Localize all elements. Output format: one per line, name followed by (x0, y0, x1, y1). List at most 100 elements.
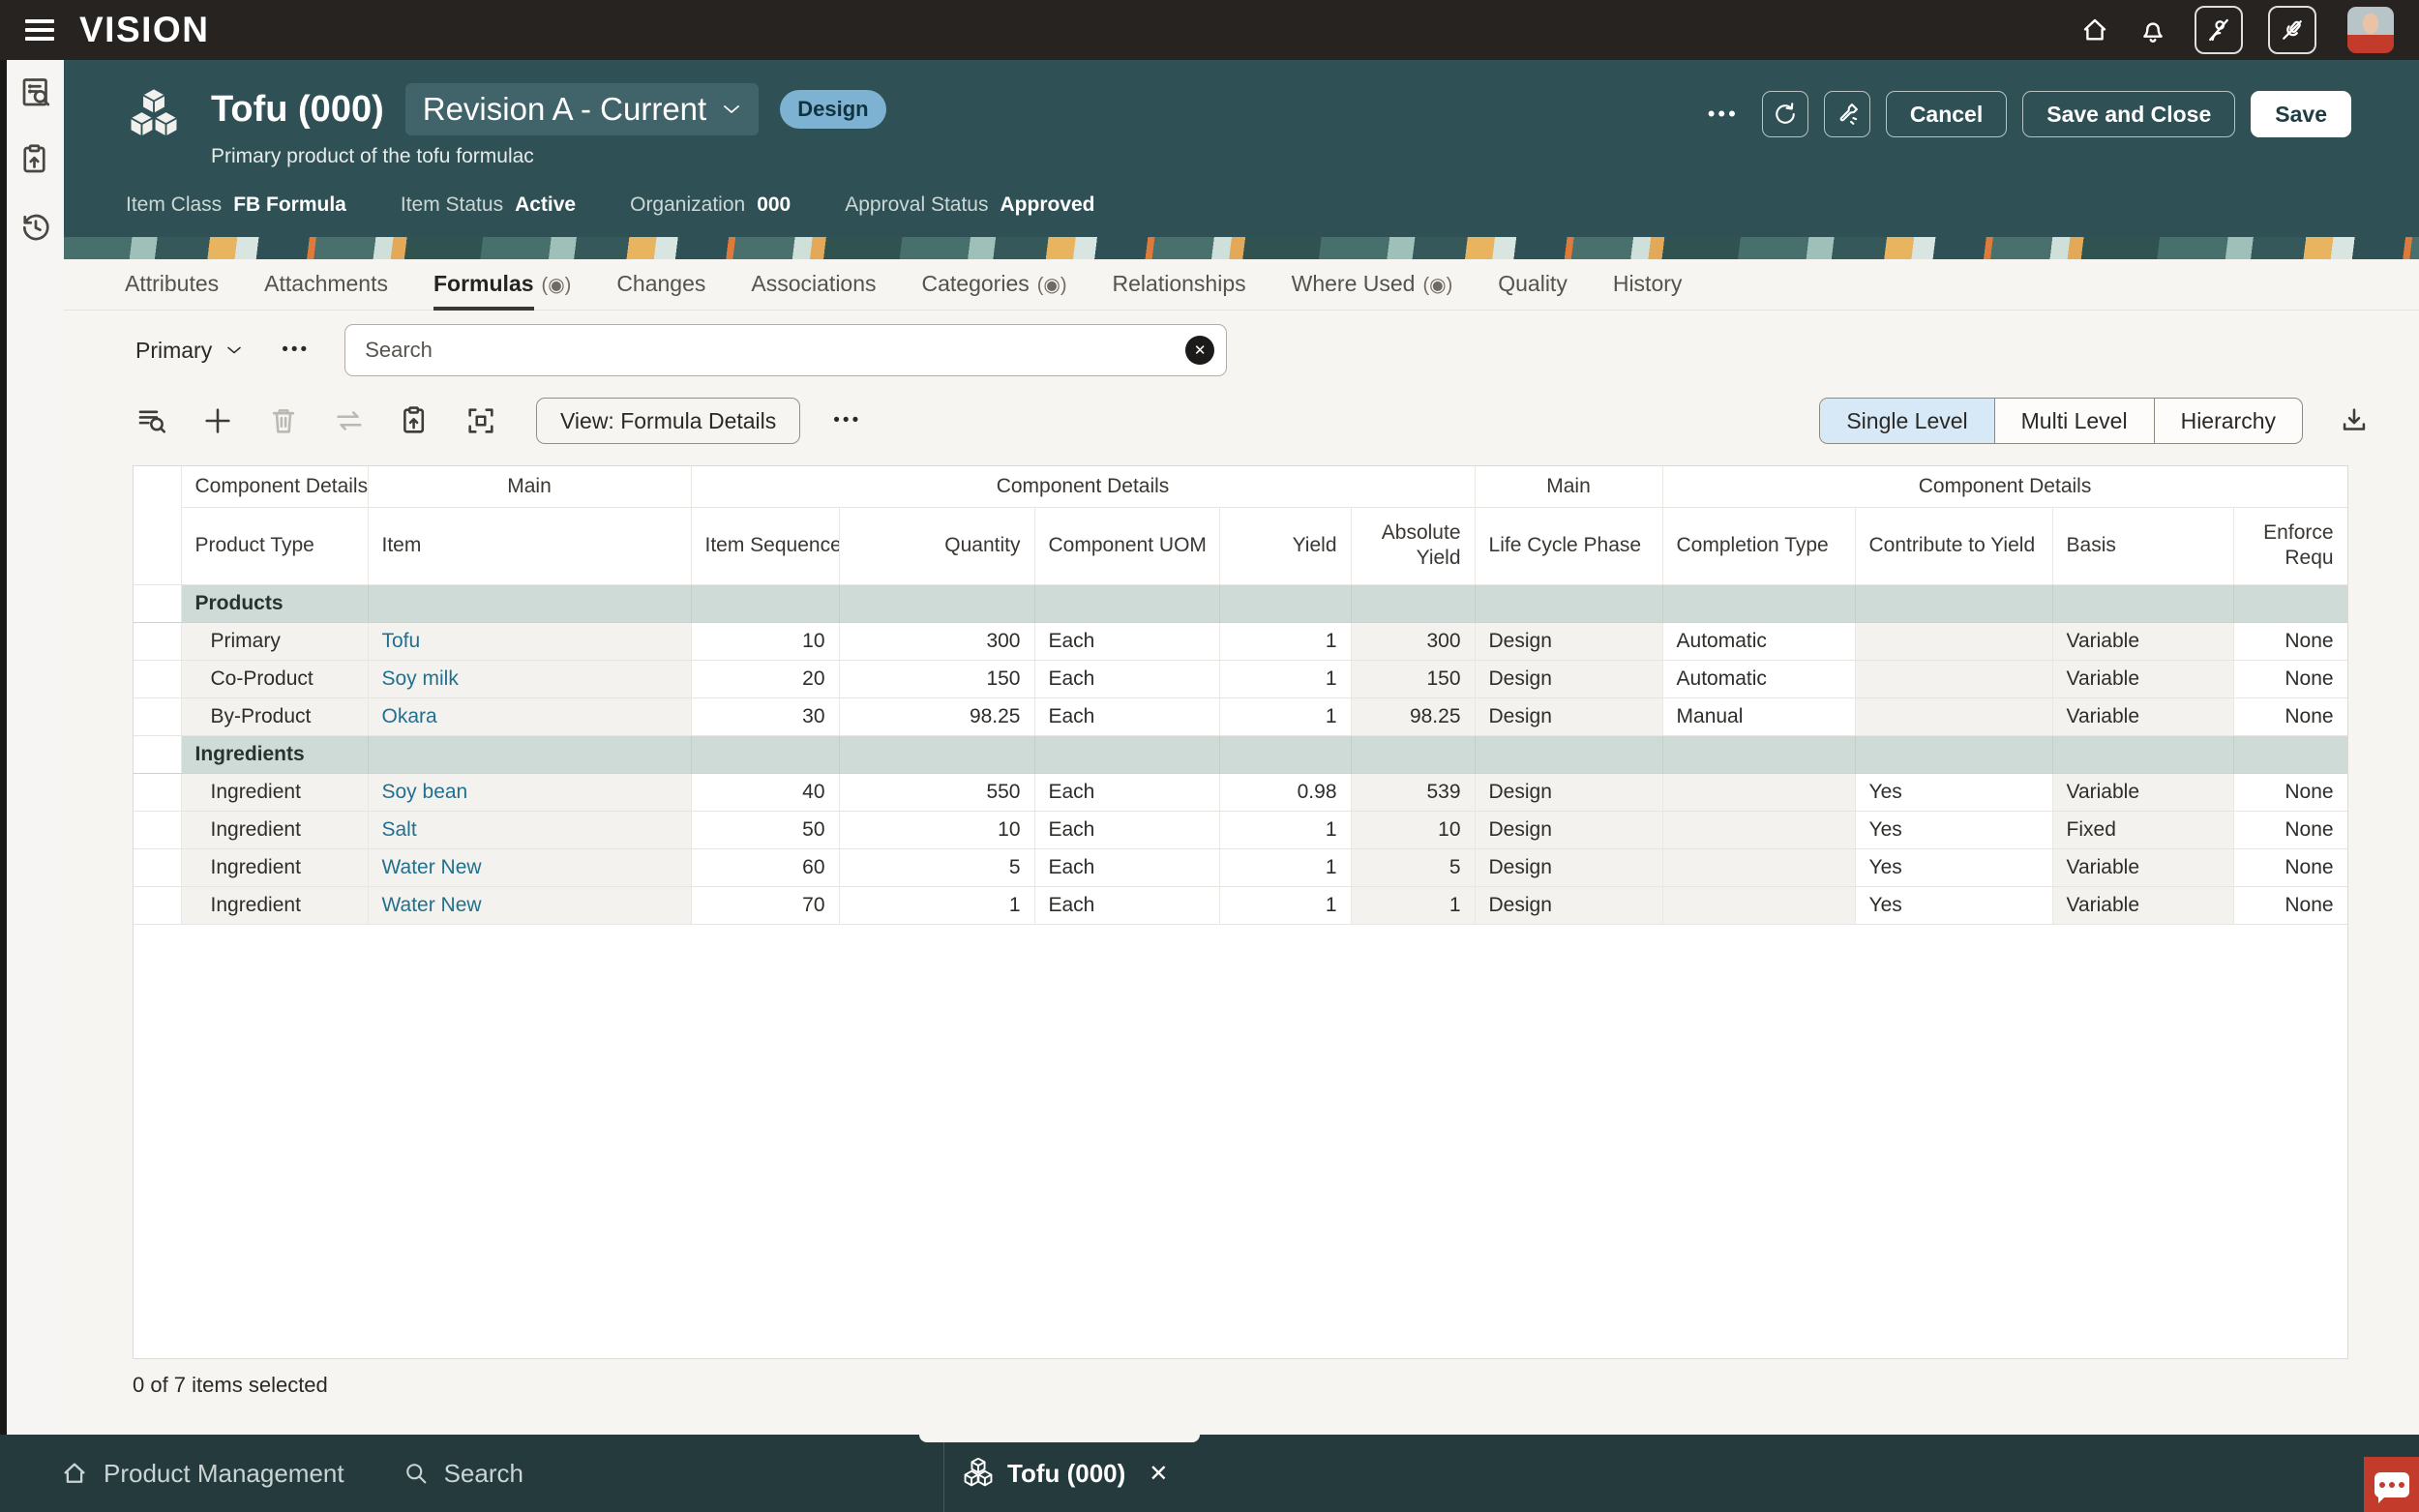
user-avatar[interactable] (2347, 7, 2394, 53)
person-slash-icon[interactable] (2195, 6, 2243, 54)
item-link[interactable]: Salt (381, 817, 417, 841)
download-icon[interactable] (2338, 404, 2371, 437)
group-row-cell (1034, 584, 1220, 623)
tab-count-icon: (◉) (1036, 275, 1067, 296)
notifications-bell-icon[interactable] (2136, 14, 2169, 46)
chevron-down-icon (724, 105, 740, 113)
group-row-cell (1475, 584, 1663, 623)
column-header-completion[interactable]: Completion Type (1662, 507, 1856, 585)
tab-attributes[interactable]: Attributes (125, 271, 220, 296)
formula-selector-dropdown[interactable]: Primary (135, 338, 243, 364)
tab-where-used[interactable]: Where Used (◉) (1291, 271, 1453, 296)
tab-attachments[interactable]: Attachments (264, 271, 388, 296)
item-link[interactable]: Tofu (381, 629, 421, 652)
column-header-product_type[interactable]: Product Type (181, 507, 369, 585)
menu-icon[interactable] (25, 19, 54, 41)
item-link[interactable]: Water New (381, 855, 482, 878)
row-selector-cell[interactable] (134, 773, 182, 812)
column-header-quantity[interactable]: Quantity (839, 507, 1035, 585)
close-tab-icon[interactable]: ✕ (1149, 1460, 1169, 1487)
item-link[interactable]: Soy bean (381, 780, 468, 803)
history-icon[interactable] (18, 209, 53, 249)
group-row-label: Ingredients (181, 735, 369, 774)
table-row: Ingredient Water New 70 1 Each 1 1 Design Yes Var… (134, 886, 2347, 925)
row-selector-cell[interactable] (134, 886, 182, 925)
flashlight-button[interactable] (1823, 91, 1870, 137)
segment-single-level[interactable]: Single Level (1820, 399, 1995, 443)
segment-hierarchy[interactable]: Hierarchy (2180, 407, 2276, 433)
cell-contribute (1855, 660, 2053, 698)
item-link[interactable]: Water New (381, 893, 482, 916)
save-and-close-button[interactable]: Save and Close (2022, 91, 2236, 137)
cell-product_type: Ingredient (181, 886, 369, 925)
column-group-header: Main (368, 466, 692, 508)
group-row-cell (1475, 735, 1663, 774)
row-selector-cell[interactable] (134, 697, 182, 736)
row-selector-cell[interactable] (134, 848, 182, 887)
expand-fullscreen-icon[interactable] (464, 404, 497, 437)
tab-relationships[interactable]: Relationships (1112, 271, 1246, 296)
taskbar-product-management[interactable]: Product Management (60, 1459, 344, 1489)
item-link[interactable]: Soy milk (381, 667, 459, 690)
select-all-cell[interactable] (134, 466, 182, 585)
filter-more-actions[interactable]: ••• (282, 340, 311, 360)
tab-history[interactable]: History (1612, 271, 1683, 296)
row-selector-cell[interactable] (134, 811, 182, 849)
revision-dropdown[interactable]: Revision A - Current (404, 83, 760, 135)
formula-selector-value: Primary (135, 337, 213, 363)
group-row-cell (691, 584, 840, 623)
selection-status: 0 of 7 items selected (133, 1373, 328, 1397)
header-more-actions[interactable]: ••• (1707, 102, 1739, 126)
tab-formulas[interactable]: Formulas (◉) (433, 265, 571, 311)
column-header-item[interactable]: Item (368, 507, 692, 585)
clipboard-upload-icon[interactable] (18, 142, 53, 182)
delete-icon[interactable] (267, 404, 300, 437)
replace-icon[interactable] (333, 404, 366, 437)
column-header-absolute_yield[interactable]: Absolute Yield (1351, 507, 1476, 585)
cell-yield: 1 (1219, 622, 1352, 661)
taskbar-tab-tofu[interactable]: Tofu (000) ✕ (953, 1435, 1178, 1512)
view-formula-details-button[interactable]: View: Formula Details (536, 398, 801, 444)
item-search-icon[interactable] (18, 75, 53, 115)
toolbar-more-actions[interactable]: ••• (833, 410, 862, 430)
tab-changes[interactable]: Changes (616, 271, 706, 296)
row-selector-cell[interactable] (134, 584, 182, 623)
segment-multi-level[interactable]: Multi Level (1995, 399, 2155, 443)
refresh-button[interactable] (1761, 91, 1808, 137)
column-header-lifecycle[interactable]: Life Cycle Phase (1475, 507, 1663, 585)
cell-item_sequence: 20 (691, 660, 840, 698)
mic-slash-icon[interactable] (2268, 6, 2316, 54)
row-selector-cell[interactable] (134, 735, 182, 774)
column-header-uom[interactable]: Component UOM (1034, 507, 1220, 585)
row-selector-cell[interactable] (134, 622, 182, 661)
item-link[interactable]: Okara (381, 704, 437, 727)
header-decorative-pattern (64, 237, 2419, 259)
manage-columns-icon[interactable] (135, 404, 168, 437)
group-row-cell (839, 584, 1035, 623)
sidebar-edge (0, 60, 7, 1435)
tab-associations[interactable]: Associations (751, 271, 877, 296)
row-selector-cell[interactable] (134, 660, 182, 698)
paste-upload-icon[interactable] (399, 404, 432, 437)
tab-categories[interactable]: Categories (◉) (921, 271, 1067, 296)
cancel-button[interactable]: Cancel (1885, 91, 2008, 137)
taskbar-search[interactable]: Search (403, 1459, 523, 1489)
add-row-icon[interactable] (201, 404, 234, 437)
home-icon[interactable] (2078, 14, 2111, 46)
column-header-item_sequence[interactable]: Item Sequence (691, 507, 840, 585)
cell-product_type: Ingredient (181, 848, 369, 887)
column-header-enforce[interactable]: Enforce Requ (2233, 507, 2347, 585)
cell-basis: Variable (2052, 660, 2234, 698)
cell-absolute_yield: 10 (1351, 811, 1476, 849)
save-button[interactable]: Save (2251, 91, 2351, 137)
taskbar-home-label: Product Management (104, 1458, 344, 1488)
cell-item: Soy bean (368, 773, 692, 812)
chat-widget-button[interactable] (2364, 1457, 2419, 1512)
meta-label: Item Class (126, 193, 223, 216)
column-header-contribute[interactable]: Contribute to Yield (1855, 507, 2053, 585)
search-input[interactable] (344, 324, 1228, 376)
column-header-basis[interactable]: Basis (2052, 507, 2234, 585)
clear-search-icon[interactable]: ✕ (1185, 336, 1215, 365)
column-header-yield[interactable]: Yield (1219, 507, 1352, 585)
tab-quality[interactable]: Quality (1498, 271, 1568, 296)
